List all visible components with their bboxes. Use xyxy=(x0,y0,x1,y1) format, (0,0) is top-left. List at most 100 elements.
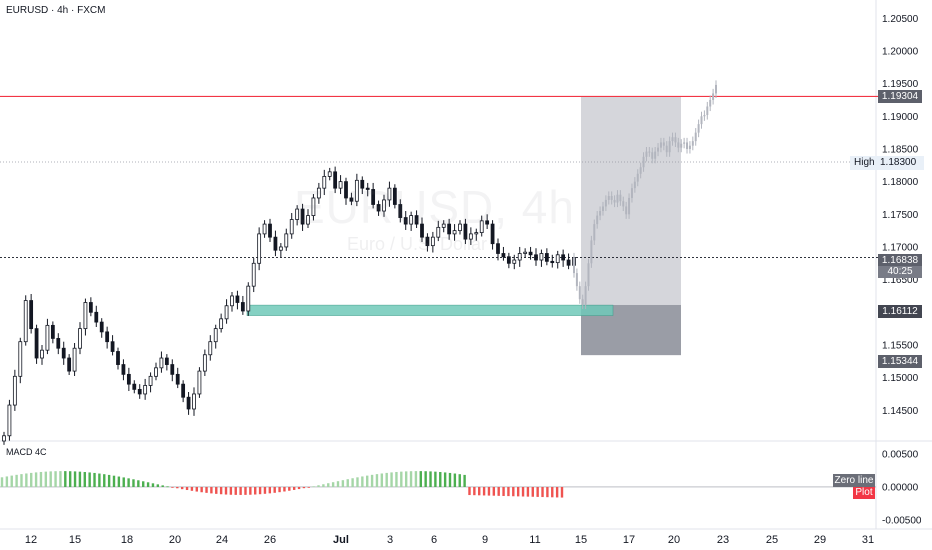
projection-candle-body xyxy=(668,141,671,153)
candle-body xyxy=(224,305,229,320)
macd-histogram-bar xyxy=(239,486,242,495)
stop-price-tag: 1.15344 xyxy=(878,355,922,368)
macd-histogram-bar xyxy=(93,472,96,487)
macd-histogram-bar xyxy=(278,486,281,493)
candle-body xyxy=(409,215,414,225)
macd-histogram-bar xyxy=(419,471,422,487)
macd-histogram-bar xyxy=(516,486,520,497)
macd-histogram-bar xyxy=(356,477,359,487)
macd-histogram-bar xyxy=(341,480,345,487)
candle-body xyxy=(268,223,272,238)
projection-candle-body xyxy=(686,142,689,149)
time-tick-label: Jul xyxy=(333,534,349,546)
candle-body xyxy=(420,223,424,238)
projection-candle-body xyxy=(712,93,715,100)
candle-body xyxy=(7,404,12,437)
macd-histogram-bar xyxy=(171,486,174,488)
candle-body xyxy=(344,181,348,199)
time-tick-label: 20 xyxy=(169,534,181,546)
projection-candle-body xyxy=(642,156,645,168)
projection-candle-body xyxy=(706,106,709,115)
price-tick-label: 1.17000 xyxy=(882,242,919,253)
zero-line-tag: Zero line xyxy=(833,474,875,487)
macd-histogram-bar xyxy=(137,480,140,487)
macd-histogram-bar xyxy=(54,471,57,487)
candle-body xyxy=(392,187,397,205)
candle-body xyxy=(284,233,289,248)
macd-histogram-bar xyxy=(331,482,335,487)
macd-histogram-bar xyxy=(512,486,515,497)
projection-candle-body xyxy=(703,114,706,117)
macd-histogram-bar xyxy=(39,471,43,487)
time-tick-label: 15 xyxy=(575,534,587,546)
macd-histogram-bar xyxy=(560,486,564,498)
candle-body xyxy=(181,383,186,398)
macd-histogram-bar xyxy=(434,471,437,487)
candle-body xyxy=(436,226,441,238)
macd-histogram-bar xyxy=(103,474,106,487)
projection-candle-body xyxy=(715,84,717,94)
macd-histogram-bar xyxy=(546,486,549,498)
macd-histogram-bar xyxy=(146,482,150,487)
macd-histogram-bar xyxy=(59,471,62,487)
projection-candle-body xyxy=(578,286,581,300)
macd-histogram-bar xyxy=(34,472,38,487)
macd-histogram-bar xyxy=(400,471,403,487)
candle-body xyxy=(18,341,23,377)
macd-histogram-bar xyxy=(492,486,496,496)
macd-histogram-bar xyxy=(346,479,349,487)
projection-candle-body xyxy=(659,142,662,148)
candle-body xyxy=(534,254,538,261)
macd-histogram-bar xyxy=(302,486,306,489)
macd-histogram-bar xyxy=(468,486,471,496)
candle-body xyxy=(360,179,365,189)
candle-body xyxy=(45,324,50,351)
demand-zone xyxy=(246,304,614,316)
candle-body xyxy=(555,254,560,264)
candle-body xyxy=(159,357,164,369)
candle-body xyxy=(246,285,251,312)
macd-histogram-bar xyxy=(161,485,164,487)
macd-histogram-bar xyxy=(380,473,384,487)
time-tick-label: 25 xyxy=(766,534,778,546)
macd-histogram-bar xyxy=(366,475,369,487)
projection-candle-body xyxy=(622,201,625,207)
macd-histogram-bar xyxy=(205,486,208,493)
time-tick-label: 20 xyxy=(668,534,680,546)
time-tick-label: 12 xyxy=(25,534,37,546)
macd-histogram-bar xyxy=(536,486,539,497)
macd-histogram-bar xyxy=(555,486,559,498)
projection-candle-body xyxy=(694,132,697,142)
candle-body xyxy=(517,253,522,261)
candle-body xyxy=(506,256,511,264)
macd-histogram-bar xyxy=(244,486,247,495)
macd-histogram-bar xyxy=(83,472,86,487)
candle-body xyxy=(425,236,430,247)
candle-body xyxy=(490,223,495,245)
price-tick-label: 1.19500 xyxy=(882,79,919,90)
candle-body xyxy=(550,260,555,264)
macd-histogram-bar xyxy=(507,486,510,497)
projection-candle-body xyxy=(677,142,680,148)
macd-histogram-bar xyxy=(395,471,398,487)
candle-body xyxy=(88,302,93,313)
macd-histogram-bar xyxy=(458,474,461,487)
time-tick-label: 6 xyxy=(431,534,437,546)
projection-candle-body xyxy=(581,299,584,305)
projection-candle-body xyxy=(709,99,712,107)
price-tick-label: 1.20500 xyxy=(882,14,919,25)
candle-body xyxy=(219,318,224,330)
macd-histogram-bar xyxy=(327,483,330,487)
time-tick-label: 17 xyxy=(623,534,635,546)
time-tick-label: 26 xyxy=(264,534,276,546)
macd-tick-label: 0.00000 xyxy=(882,482,919,493)
projection-candle-body xyxy=(691,141,694,146)
candle-body xyxy=(56,338,61,349)
high-value: 1.18300 xyxy=(880,157,917,168)
projection-candle-body xyxy=(584,286,587,305)
candle-body xyxy=(213,328,218,343)
macd-histogram-bar xyxy=(68,471,72,487)
candle-body xyxy=(485,220,490,225)
target-zone-box xyxy=(581,96,681,305)
